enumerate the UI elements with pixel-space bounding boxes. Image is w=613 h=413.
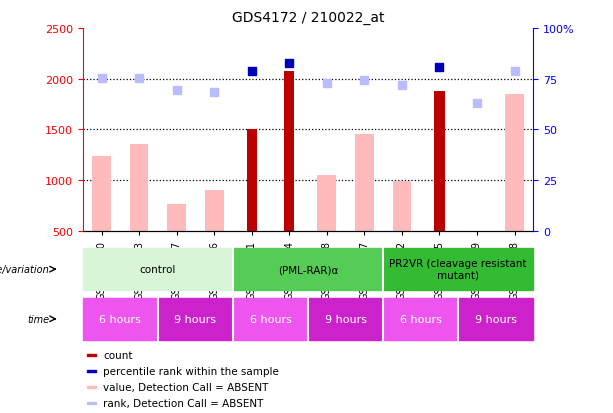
- Text: 6 hours: 6 hours: [99, 314, 141, 324]
- Text: time: time: [28, 314, 50, 324]
- Bar: [233, 249, 383, 290]
- Point: [284, 61, 294, 67]
- Text: value, Detection Call = ABSENT: value, Detection Call = ABSENT: [103, 382, 268, 392]
- Point: [172, 87, 181, 94]
- Point: [97, 75, 107, 82]
- Bar: [383, 249, 533, 290]
- Bar: [88, 386, 96, 388]
- Bar: [392, 182, 411, 231]
- Bar: [130, 144, 148, 231]
- Bar: [88, 354, 96, 356]
- Point: [134, 75, 144, 82]
- Bar: [92, 157, 111, 231]
- Bar: [383, 298, 458, 340]
- Text: count: count: [103, 350, 132, 360]
- Point: [435, 64, 444, 71]
- Point: [472, 100, 482, 107]
- Bar: [88, 370, 96, 372]
- Bar: [284, 71, 294, 231]
- Bar: [233, 298, 308, 340]
- Point: [209, 89, 219, 96]
- Text: 6 hours: 6 hours: [249, 314, 291, 324]
- Text: PR2VR (cleavage resistant
mutant): PR2VR (cleavage resistant mutant): [389, 259, 527, 280]
- Bar: [355, 135, 374, 231]
- Point: [359, 77, 369, 84]
- Text: 9 hours: 9 hours: [174, 314, 216, 324]
- Point: [247, 68, 257, 75]
- Point: [509, 68, 519, 75]
- Bar: [318, 176, 336, 231]
- Text: 6 hours: 6 hours: [400, 314, 441, 324]
- Text: 9 hours: 9 hours: [324, 314, 367, 324]
- Bar: [308, 298, 383, 340]
- Bar: [468, 231, 486, 232]
- Text: (PML-RAR)α: (PML-RAR)α: [278, 264, 338, 275]
- Bar: [83, 249, 233, 290]
- Bar: [434, 92, 444, 231]
- Bar: [88, 402, 96, 404]
- Bar: [167, 205, 186, 231]
- Text: rank, Detection Call = ABSENT: rank, Detection Call = ABSENT: [103, 398, 264, 408]
- Bar: [83, 298, 158, 340]
- Text: 9 hours: 9 hours: [474, 314, 517, 324]
- Bar: [246, 130, 257, 231]
- Text: control: control: [140, 264, 176, 275]
- Bar: [505, 95, 524, 231]
- Point: [397, 82, 407, 89]
- Bar: [158, 298, 233, 340]
- Text: percentile rank within the sample: percentile rank within the sample: [103, 366, 279, 376]
- Title: GDS4172 / 210022_at: GDS4172 / 210022_at: [232, 11, 384, 25]
- Bar: [205, 191, 224, 231]
- Text: genotype/variation: genotype/variation: [0, 264, 50, 275]
- Bar: [458, 298, 533, 340]
- Point: [322, 80, 332, 87]
